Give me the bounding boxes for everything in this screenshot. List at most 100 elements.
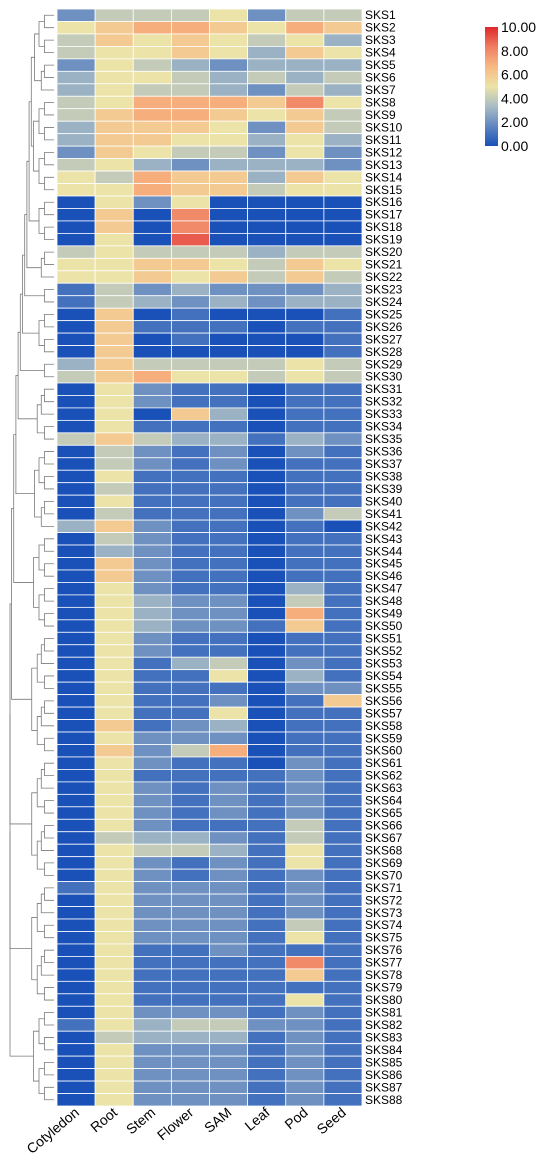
heatmap-cell [94, 469, 134, 484]
heatmap-cell [209, 893, 249, 907]
row-label: SKS63 [365, 781, 403, 795]
heatmap-cell [56, 856, 96, 870]
heatmap-cell [132, 282, 172, 297]
heatmap-cell [209, 357, 249, 371]
heatmap-cell [56, 993, 96, 1007]
row-label: SKS42 [365, 519, 403, 533]
heatmap-cell [285, 1005, 325, 1020]
heatmap-cell [56, 956, 96, 970]
dendrogram-branch [31, 792, 38, 856]
row-label: SKS57 [365, 706, 403, 720]
row-label: SKS78 [365, 968, 403, 982]
heatmap-cell [56, 781, 96, 795]
heatmap-cell [247, 8, 287, 22]
dendrogram-branch [36, 404, 45, 434]
heatmap-cell [247, 843, 287, 858]
heatmap-cell [132, 694, 172, 708]
heatmap-cell [170, 8, 210, 22]
heatmap-cell [209, 320, 249, 334]
heatmap-cell [132, 893, 172, 907]
row-label: SKS12 [365, 145, 403, 159]
dendrogram-branch [44, 251, 54, 265]
heatmap-cell [247, 582, 287, 596]
heatmap-cell [209, 108, 249, 122]
heatmap-cell [323, 1018, 363, 1032]
heatmap-cell [170, 382, 210, 396]
heatmap-cell [209, 494, 249, 509]
row-label: SKS45 [365, 557, 403, 571]
heatmap-cell [247, 731, 287, 745]
heatmap-cell [285, 569, 325, 583]
heatmap-cell [94, 669, 134, 683]
row-label: SKS44 [365, 544, 403, 558]
row-label: SKS31 [365, 382, 403, 396]
heatmap-cell [56, 931, 96, 945]
heatmap-cell [132, 33, 172, 47]
heatmap-cell [323, 744, 363, 758]
colorbar-tick-label: 6.00 [501, 67, 528, 83]
heatmap-cell [94, 968, 134, 982]
heatmap-cell [285, 1043, 325, 1057]
heatmap-cell [285, 158, 325, 172]
heatmap-cell [94, 569, 134, 583]
heatmap-cell [132, 395, 172, 409]
heatmap-cell [247, 1018, 287, 1032]
row-label: SKS83 [365, 1030, 403, 1044]
heatmap-cell [94, 993, 134, 1007]
heatmap-cell [285, 631, 325, 646]
heatmap-cell [170, 893, 210, 907]
heatmap-cell [132, 931, 172, 945]
heatmap-cell [132, 158, 172, 172]
heatmap-cell [170, 195, 210, 209]
row-label: SKS48 [365, 594, 403, 608]
heatmap-cell [209, 370, 249, 384]
heatmap-cell [94, 681, 134, 696]
column-label: SAM [201, 1104, 235, 1136]
heatmap-cell [56, 120, 96, 135]
heatmap-cell [247, 469, 287, 484]
dendrogram-branch [44, 151, 54, 166]
heatmap-cell [56, 345, 96, 359]
heatmap-cell [170, 70, 210, 85]
heatmap-cell [56, 457, 96, 471]
heatmap-cell [132, 731, 172, 745]
heatmap-cell [56, 108, 96, 122]
heatmap-cell [209, 345, 249, 359]
dendrogram-branch [38, 1068, 45, 1094]
heatmap-cell [94, 557, 134, 571]
heatmap-cell [323, 756, 363, 770]
heatmap-cell [209, 407, 249, 421]
heatmap-cell [94, 419, 134, 434]
heatmap-cell [170, 183, 210, 197]
row-label: SKS49 [365, 607, 403, 621]
row-label: SKS13 [365, 158, 403, 172]
heatmap-cell [170, 332, 210, 346]
heatmap-cell [285, 669, 325, 683]
heatmap-cell [209, 70, 249, 85]
column-label: Pod [281, 1104, 310, 1132]
dendrogram-branch [44, 613, 54, 627]
heatmap-cell [209, 158, 249, 172]
row-label: SKS30 [365, 370, 403, 384]
row-label: SKS88 [365, 1093, 403, 1107]
heatmap-cell [323, 46, 363, 60]
heatmap-cell [170, 756, 210, 770]
dendrogram-branch [44, 127, 54, 141]
heatmap-cell [170, 806, 210, 820]
heatmap-cell [56, 482, 96, 496]
row-label: SKS52 [365, 644, 403, 658]
dendrogram-branch [44, 64, 54, 78]
heatmap-cell [285, 719, 325, 733]
heatmap-cell [209, 1068, 249, 1082]
heatmap-cell [285, 108, 325, 122]
dendrogram-branch [44, 949, 54, 964]
heatmap-cell [170, 793, 210, 808]
heatmap-cell [132, 419, 172, 434]
heatmap-cell [170, 731, 210, 745]
row-label: SKS11 [365, 133, 402, 147]
heatmap-cell [247, 594, 287, 608]
heatmap-cell [209, 694, 249, 708]
heatmap-cell [132, 956, 172, 970]
heatmap-cell [56, 731, 96, 745]
heatmap-cell [94, 956, 134, 970]
